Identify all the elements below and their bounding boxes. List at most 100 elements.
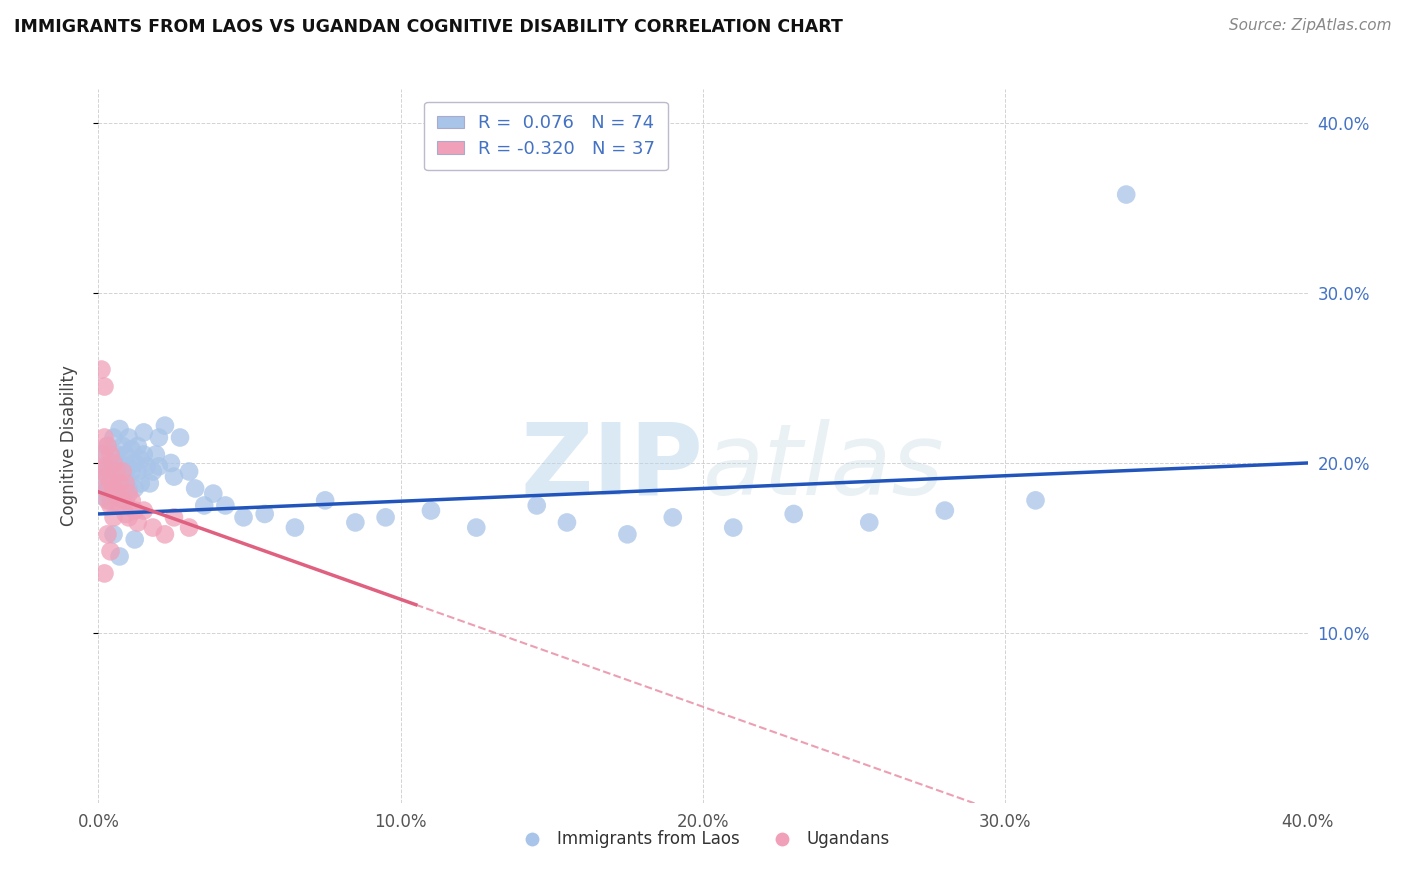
- Point: [103, 482, 125, 496]
- Point: [160, 456, 183, 470]
- Point: [127, 516, 149, 530]
- Point: [96, 527, 118, 541]
- Point: [314, 493, 336, 508]
- Point: [93, 379, 115, 393]
- Point: [661, 510, 683, 524]
- Point: [124, 456, 146, 470]
- Point: [153, 527, 176, 541]
- Point: [1115, 187, 1137, 202]
- Point: [93, 566, 115, 581]
- Point: [96, 465, 118, 479]
- Point: [139, 476, 162, 491]
- Point: [114, 507, 136, 521]
- Point: [118, 430, 141, 444]
- Point: [169, 430, 191, 444]
- Point: [108, 549, 131, 564]
- Point: [118, 510, 141, 524]
- Point: [103, 510, 125, 524]
- Point: [96, 439, 118, 453]
- Point: [108, 422, 131, 436]
- Point: [93, 490, 115, 504]
- Point: [163, 469, 186, 483]
- Point: [184, 482, 207, 496]
- Point: [105, 469, 128, 483]
- Point: [100, 499, 122, 513]
- Point: [105, 486, 128, 500]
- Point: [100, 448, 122, 462]
- Point: [96, 439, 118, 453]
- Point: [253, 507, 276, 521]
- Point: [118, 482, 141, 496]
- Legend: Immigrants from Laos, Ugandans: Immigrants from Laos, Ugandans: [509, 824, 897, 855]
- Point: [214, 499, 236, 513]
- Point: [105, 465, 128, 479]
- Point: [127, 465, 149, 479]
- Point: [142, 465, 165, 479]
- Point: [105, 486, 128, 500]
- Point: [135, 459, 157, 474]
- Point: [114, 448, 136, 462]
- Point: [108, 476, 131, 491]
- Point: [783, 507, 806, 521]
- Point: [90, 465, 112, 479]
- Text: atlas: atlas: [703, 419, 945, 516]
- Point: [232, 510, 254, 524]
- Point: [96, 482, 118, 496]
- Point: [142, 520, 165, 534]
- Point: [90, 465, 112, 479]
- Point: [93, 448, 115, 462]
- Point: [100, 476, 122, 491]
- Point: [108, 499, 131, 513]
- Point: [420, 503, 443, 517]
- Point: [344, 516, 367, 530]
- Point: [555, 516, 578, 530]
- Point: [526, 499, 548, 513]
- Point: [202, 486, 225, 500]
- Point: [96, 469, 118, 483]
- Point: [723, 520, 745, 534]
- Point: [121, 465, 143, 479]
- Point: [129, 452, 152, 467]
- Point: [103, 465, 125, 479]
- Point: [93, 482, 115, 496]
- Point: [103, 482, 125, 496]
- Point: [100, 493, 122, 508]
- Text: ZIP: ZIP: [520, 419, 703, 516]
- Point: [132, 425, 155, 440]
- Point: [103, 456, 125, 470]
- Point: [124, 533, 146, 547]
- Point: [93, 459, 115, 474]
- Point: [103, 430, 125, 444]
- Point: [121, 442, 143, 457]
- Point: [374, 510, 396, 524]
- Text: Source: ZipAtlas.com: Source: ZipAtlas.com: [1229, 18, 1392, 33]
- Point: [179, 465, 201, 479]
- Point: [129, 476, 152, 491]
- Point: [111, 465, 134, 479]
- Point: [108, 456, 131, 470]
- Point: [118, 459, 141, 474]
- Point: [124, 482, 146, 496]
- Point: [100, 544, 122, 558]
- Point: [148, 459, 170, 474]
- Point: [193, 499, 215, 513]
- Point: [132, 503, 155, 517]
- Point: [127, 439, 149, 453]
- Point: [96, 493, 118, 508]
- Point: [114, 476, 136, 491]
- Point: [114, 469, 136, 483]
- Point: [465, 520, 488, 534]
- Point: [90, 476, 112, 491]
- Point: [132, 448, 155, 462]
- Point: [100, 456, 122, 470]
- Point: [1024, 493, 1046, 508]
- Point: [114, 493, 136, 508]
- Point: [103, 527, 125, 541]
- Point: [934, 503, 956, 517]
- Point: [121, 493, 143, 508]
- Point: [90, 448, 112, 462]
- Point: [179, 520, 201, 534]
- Point: [616, 527, 638, 541]
- Point: [163, 510, 186, 524]
- Text: IMMIGRANTS FROM LAOS VS UGANDAN COGNITIVE DISABILITY CORRELATION CHART: IMMIGRANTS FROM LAOS VS UGANDAN COGNITIV…: [14, 18, 844, 36]
